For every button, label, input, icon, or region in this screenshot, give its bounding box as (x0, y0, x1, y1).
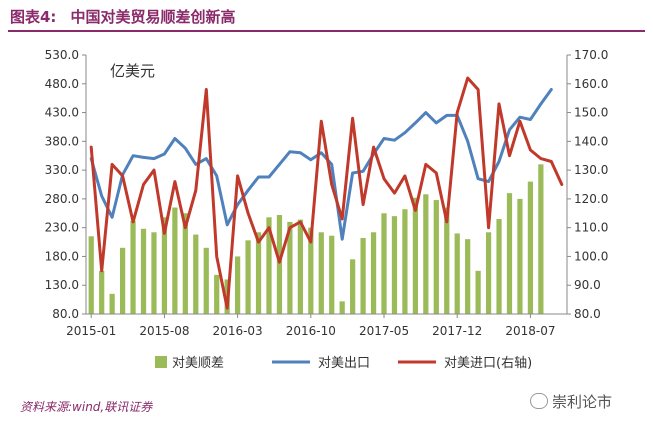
y-right-tick-label: 170.0 (574, 48, 608, 62)
exports-line (89, 88, 553, 241)
surplus-bar (318, 232, 324, 314)
surplus-bar (381, 213, 387, 314)
surplus-bar (496, 219, 502, 314)
source-note: 资料来源:wind,联讯证券 (20, 400, 153, 414)
surplus-bar (465, 239, 471, 314)
y-left-tick-label: 280.0 (45, 192, 79, 206)
surplus-bar (297, 219, 303, 314)
series-lines (89, 76, 564, 310)
y-right-tick-label: 110.0 (574, 221, 608, 235)
surplus-bar (119, 247, 126, 314)
surplus-bar (538, 164, 544, 314)
surplus-bar (370, 232, 377, 314)
surplus-bar (151, 232, 157, 314)
surplus-bar (172, 207, 178, 314)
surplus-bar (506, 193, 513, 314)
surplus-bar (287, 221, 293, 314)
y-left-tick-label: 330.0 (45, 163, 79, 177)
imports-line (89, 76, 564, 310)
surplus-bar (412, 197, 418, 314)
surplus-bar (214, 274, 220, 314)
y-left-tick-label: 80.0 (52, 307, 79, 321)
x-tick-label: 2017-12 (432, 324, 482, 338)
chart-legend: 对美顺差 对美出口 对美进口(右轴) (155, 356, 532, 371)
surplus-bar (308, 227, 314, 314)
unit-annotation: 亿美元 (110, 62, 155, 80)
wechat-icon (530, 393, 548, 409)
y-right-tick-label: 120.0 (574, 192, 608, 206)
y-left-tick-label: 230.0 (45, 221, 79, 235)
watermark: 崇利论市 (530, 391, 612, 412)
y-right-tick-label: 150.0 (574, 106, 608, 120)
surplus-bar (339, 301, 345, 314)
y-left-tick-label: 180.0 (45, 249, 79, 263)
y-left-tick-label: 380.0 (45, 134, 79, 148)
x-tick-label: 2017-05 (359, 324, 409, 338)
surplus-bar (433, 200, 439, 314)
y-right-tick-label: 90.0 (574, 278, 601, 292)
chart-axes: 80.0 130.0 180.0 230.0 280.0 330.0 380.0 430.0 4… (45, 48, 609, 338)
y-left-tick-label: 430.0 (45, 106, 79, 120)
surplus-bar (276, 215, 283, 314)
surplus-bar (360, 238, 366, 314)
surplus-bar (88, 236, 94, 314)
surplus-bar (391, 216, 398, 314)
figure-title: 中国对美贸易顺差创新高 (70, 8, 236, 26)
y-right-tick-label: 140.0 (574, 134, 608, 148)
y-right-tick-label: 100.0 (574, 249, 608, 263)
watermark-text: 崇利论市 (552, 393, 613, 411)
surplus-bar (182, 213, 188, 314)
surplus-bar (203, 247, 209, 314)
y-right-tick-label: 130.0 (574, 163, 608, 177)
y-right-tick-label: 80.0 (574, 307, 601, 321)
y-right-tick-label: 160.0 (574, 77, 608, 91)
surplus-bar (109, 293, 115, 314)
x-tick-label: 2015-08 (139, 324, 189, 338)
x-tick-label: 2018-07 (505, 324, 555, 338)
title-divider (8, 30, 645, 32)
x-tick-label: 2016-10 (286, 324, 336, 338)
surplus-bar (99, 270, 105, 314)
surplus-bar (266, 217, 272, 314)
surplus-bars (88, 164, 544, 314)
surplus-bar (329, 235, 335, 314)
legend-label-exports: 对美出口 (318, 356, 370, 371)
y-left-tick-label: 130.0 (45, 278, 79, 292)
surplus-bar (402, 209, 408, 314)
y-left-tick-label: 480.0 (45, 77, 79, 91)
surplus-bar (350, 259, 356, 314)
surplus-bar (235, 256, 241, 314)
legend-swatch-surplus (155, 356, 167, 368)
surplus-bar (527, 181, 534, 314)
x-tick-label: 2016-03 (213, 324, 263, 338)
surplus-bar (193, 234, 199, 314)
surplus-bar (255, 232, 262, 314)
surplus-bar (423, 194, 429, 314)
surplus-bar (130, 220, 136, 314)
surplus-bar (485, 232, 492, 314)
surplus-bar (454, 233, 460, 314)
surplus-bar (161, 217, 168, 314)
legend-label-surplus: 对美顺差 (172, 356, 224, 371)
x-tick-label: 2015-01 (66, 324, 116, 338)
chart-title: 图表4: 中国对美贸易顺差创新高 (10, 6, 235, 27)
surplus-bar (245, 240, 251, 314)
legend-label-imports: 对美进口(右轴) (444, 356, 532, 371)
surplus-bar (140, 228, 147, 314)
surplus-bar (517, 198, 523, 314)
y-left-tick-label: 530.0 (45, 48, 79, 62)
surplus-bar (444, 207, 450, 314)
figure-label: 图表4: (10, 8, 57, 26)
surplus-bar (475, 270, 481, 314)
